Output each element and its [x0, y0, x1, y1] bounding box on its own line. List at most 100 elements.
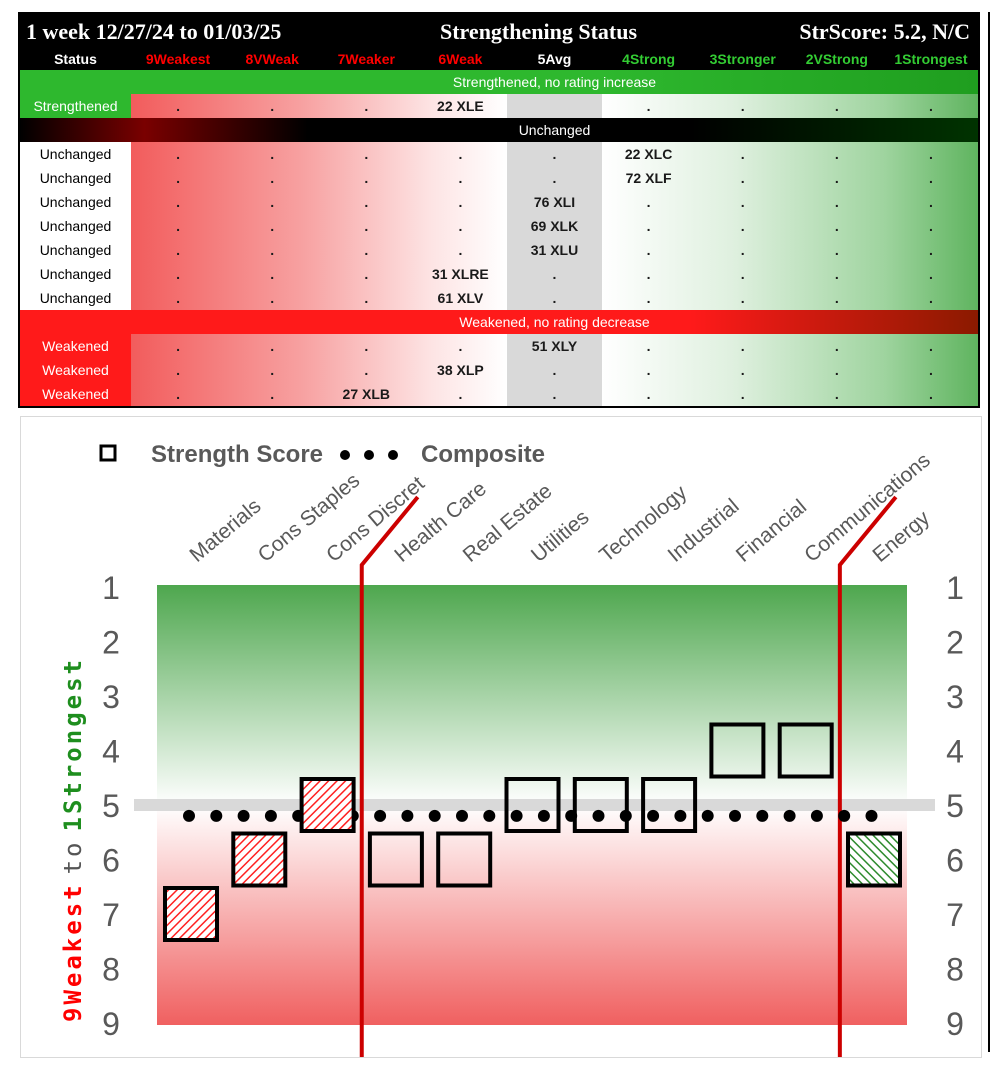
section-label: Weakened, no rating decrease	[459, 314, 650, 330]
divider-lines	[359, 495, 898, 1057]
empty-cell-dot: .	[364, 290, 369, 306]
section-bar: Unchanged	[20, 118, 978, 142]
etf-cell: 76 XLI	[533, 194, 576, 210]
empty-cell-dot: .	[270, 146, 275, 162]
empty-cell-dot: .	[834, 170, 839, 186]
empty-cell-dot: .	[928, 98, 933, 114]
status-cell: Unchanged	[39, 194, 112, 210]
empty-cell-dot: .	[270, 338, 275, 354]
empty-cell-dot: .	[270, 242, 275, 258]
etf-cell: 31 XLRE	[431, 266, 489, 282]
empty-cell-dot: .	[176, 98, 180, 114]
empty-cell-dot: .	[928, 146, 933, 162]
empty-cell-dot: .	[364, 266, 369, 282]
table-heading: Strengthening Status	[440, 19, 638, 44]
empty-cell-dot: .	[834, 218, 839, 234]
empty-cell-dot: .	[834, 362, 839, 378]
strength-score-marker	[231, 831, 288, 888]
empty-cell-dot: .	[364, 218, 369, 234]
strengthening-status-table: 1 week 12/27/24 to 01/03/25 Strengthenin…	[18, 12, 980, 408]
empty-cell-dot: .	[740, 146, 745, 162]
status-cell: Strengthened	[20, 94, 131, 118]
empty-cell-dot: .	[364, 242, 369, 258]
empty-cell-dot: .	[834, 194, 839, 210]
table-row: Unchanged... 61 XLV.....	[20, 286, 978, 310]
empty-cell-dot: .	[740, 170, 745, 186]
empty-cell-dot: .	[270, 386, 275, 402]
status-cell: Unchanged	[39, 242, 112, 258]
empty-cell-dot: .	[928, 338, 933, 354]
y-tick-label-right: 5	[946, 788, 964, 824]
legend-dot-icon	[364, 450, 374, 460]
rating-header-row: Status 9Weakest 8VWeak 7Weaker 6Weak 5Avg 4St…	[20, 48, 978, 70]
empty-cell-dot: .	[928, 242, 933, 258]
composite-dot	[756, 809, 769, 822]
table-row: Weakened.... 51 XLY....	[20, 334, 978, 358]
empty-cell-dot: .	[176, 194, 180, 210]
table-row: Weakened.. 27 XLB......	[20, 382, 978, 406]
y-tick-label-right: 9	[946, 1006, 964, 1042]
strength-score-marker	[709, 722, 766, 779]
empty-cell-dot: .	[928, 290, 933, 306]
strength-score-marker	[367, 831, 424, 888]
etf-cell	[507, 94, 601, 118]
strength-score-marker	[436, 831, 493, 888]
etf-cell: 22 XLC	[624, 146, 673, 162]
y-axis-title: 9Weakest to 1Strongest	[59, 657, 87, 1022]
empty-cell-dot: .	[364, 338, 369, 354]
empty-cell-dot: .	[364, 362, 369, 378]
rating-column-header: 7Weaker	[337, 51, 395, 67]
etf-cell: 61 XLV	[437, 290, 484, 306]
table-row: Unchanged.... 69 XLK....	[20, 214, 978, 238]
strength-score-markers	[163, 722, 902, 942]
empty-cell-dot: .	[552, 170, 557, 186]
empty-cell-dot: .	[834, 338, 839, 354]
table-row: Unchanged..... 22 XLC...	[20, 142, 978, 166]
empty-cell-dot: .	[458, 146, 463, 162]
table-row: Unchanged..... 72 XLF...	[20, 166, 978, 190]
empty-cell-dot: .	[176, 266, 180, 282]
empty-cell-dot: .	[552, 386, 557, 402]
empty-cell-dot: .	[270, 218, 275, 234]
strength-score-marker	[299, 777, 356, 833]
strength-score-marker	[777, 722, 834, 779]
rating-column-header: 5Avg	[537, 51, 572, 67]
composite-dot	[183, 809, 195, 822]
legend-square-icon	[99, 444, 117, 462]
y-tick-label-right: 3	[946, 679, 964, 715]
strength-score-marker	[163, 886, 219, 942]
empty-cell-dot: .	[364, 194, 369, 210]
empty-cell-dot: .	[740, 218, 745, 234]
y-tick-label-right: 2	[946, 625, 964, 661]
empty-cell-dot: .	[646, 242, 651, 258]
y-tick-label-left: 3	[102, 679, 120, 715]
composite-dot	[483, 809, 496, 822]
empty-cell-dot: .	[740, 266, 745, 282]
y-tick-label-right: 7	[946, 897, 964, 933]
empty-cell-dot: .	[364, 146, 369, 162]
empty-cell-dot: .	[458, 338, 463, 354]
empty-cell-dot: .	[646, 386, 651, 402]
y-tick-label-left: 5	[102, 788, 120, 824]
composite-dot	[701, 809, 714, 822]
svg-text:9Weakestto1Strongest: 9Weakest to 1Strongest	[59, 657, 87, 1022]
y-tick-label-left: 4	[102, 734, 120, 770]
empty-cell-dot: .	[176, 146, 180, 162]
etf-cell: 72 XLF	[625, 170, 672, 186]
empty-cell-dot: .	[458, 194, 463, 210]
composite-dot	[237, 809, 250, 822]
legend-dot-icon	[340, 450, 350, 460]
empty-cell-dot: .	[740, 362, 745, 378]
empty-cell-dot: .	[552, 290, 557, 306]
empty-cell-dot: .	[928, 194, 933, 210]
table-row: Unchanged.... 31 XLU....	[20, 238, 978, 262]
y-tick-label-left: 1	[102, 570, 120, 606]
y-tick-label-left: 8	[102, 952, 120, 988]
composite-dot	[865, 809, 878, 822]
etf-cell: 27 XLB	[342, 386, 390, 402]
composite-dot	[647, 809, 660, 822]
plot-background	[134, 585, 935, 1025]
rating-column-header: 4Strong	[622, 51, 676, 67]
status-cell: Unchanged	[39, 290, 112, 306]
y-axis-to-label: to	[59, 840, 87, 875]
